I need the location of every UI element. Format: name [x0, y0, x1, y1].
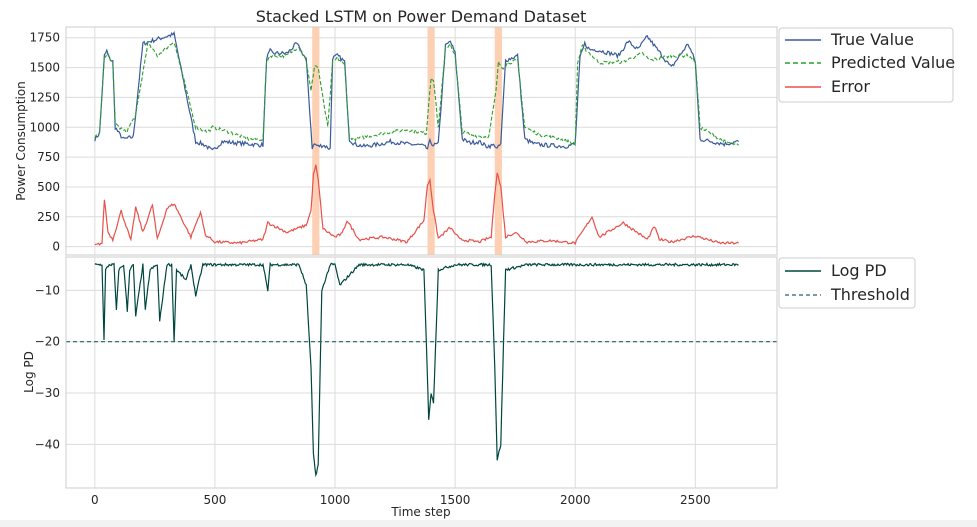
top-frame	[65, 26, 778, 256]
top-y-tick-labels: 0 250 500 750 1000 1250 1500 1750	[29, 31, 60, 254]
top-y-tick: 1250	[29, 90, 60, 104]
bottom-grid	[66, 257, 777, 488]
bottom-frame	[65, 256, 778, 489]
legend-threshold-label: Threshold	[830, 285, 910, 304]
anomaly-region	[494, 27, 502, 255]
series-log-pd	[94, 261, 739, 478]
bottom-strip	[0, 520, 977, 527]
bottom-ylabel: Log PD	[22, 351, 36, 393]
legend-log-pd-label: Log PD	[831, 261, 887, 280]
x-tick: 0	[91, 493, 99, 507]
bottom-y-tick: −10	[35, 283, 60, 297]
chart-title: Stacked LSTM on Power Demand Dataset	[256, 7, 587, 26]
top-y-tick: 1000	[29, 120, 60, 134]
anomaly-region	[427, 27, 435, 255]
x-tick: 500	[203, 493, 226, 507]
top-series-lines	[94, 30, 739, 246]
top-ylabel: Power Consumption	[14, 81, 28, 201]
bottom-y-tick: −20	[35, 335, 60, 349]
x-tick: 1000	[320, 493, 351, 507]
top-y-tick: 750	[37, 150, 60, 164]
top-legend: True Value Predicted Value Error	[778, 27, 955, 103]
top-legend-box	[778, 27, 954, 103]
xlabel: Time step	[390, 505, 450, 519]
x-tick-labels: 0 500 1000 1500 2000 2500	[91, 493, 711, 507]
top-y-tick: 0	[52, 240, 60, 254]
legend-error-label: Error	[831, 77, 870, 96]
series-true-value	[94, 30, 739, 151]
bottom-y-tick-labels: −40 −30 −20 −10	[35, 283, 60, 451]
top-y-tick: 1750	[29, 31, 60, 45]
top-anomaly-regions	[312, 27, 502, 255]
anomaly-region	[312, 27, 320, 255]
bottom-legend: Log PD Threshold	[778, 257, 916, 309]
x-tick: 2500	[680, 493, 711, 507]
bottom-y-tick: −40	[35, 437, 60, 451]
top-y-tick: 500	[37, 180, 60, 194]
legend-predicted-value-label: Predicted Value	[831, 53, 955, 72]
top-grid	[66, 27, 777, 255]
bottom-y-tick: −30	[35, 386, 60, 400]
top-y-tick: 250	[37, 210, 60, 224]
series-error	[94, 164, 739, 246]
top-y-tick: 1500	[29, 61, 60, 75]
bottom-series-lines	[66, 261, 777, 478]
x-tick: 1500	[440, 493, 471, 507]
series-predicted-value	[94, 40, 739, 147]
x-tick: 2000	[560, 493, 591, 507]
legend-true-value-label: True Value	[830, 30, 914, 49]
bottom-panel: −40 −30 −20 −10 0 500 1000 1500 2000 2500 Log PD…	[22, 256, 778, 519]
top-panel: 0 250 500 750 1000 1250 1500 1750 Power Consump…	[14, 26, 778, 256]
